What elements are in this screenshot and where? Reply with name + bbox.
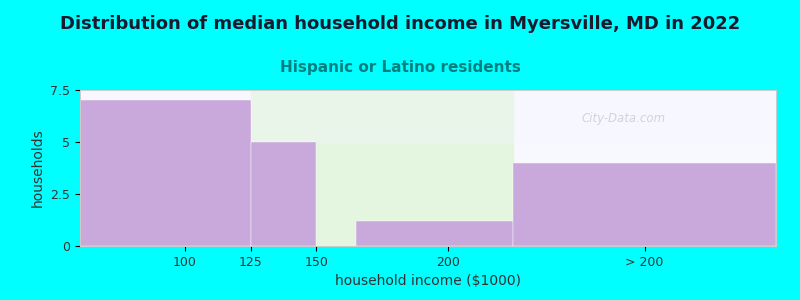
Text: Hispanic or Latino residents: Hispanic or Latino residents [279, 60, 521, 75]
Text: Distribution of median household income in Myersville, MD in 2022: Distribution of median household income … [60, 15, 740, 33]
Y-axis label: households: households [30, 129, 45, 207]
Bar [80, 100, 250, 246]
Bar [514, 163, 776, 246]
Text: City-Data.com: City-Data.com [581, 112, 666, 124]
Bar [80, 90, 776, 142]
Bar [250, 142, 316, 246]
Bar [250, 90, 514, 246]
X-axis label: household income ($1000): household income ($1000) [335, 274, 521, 288]
Bar [356, 221, 514, 246]
